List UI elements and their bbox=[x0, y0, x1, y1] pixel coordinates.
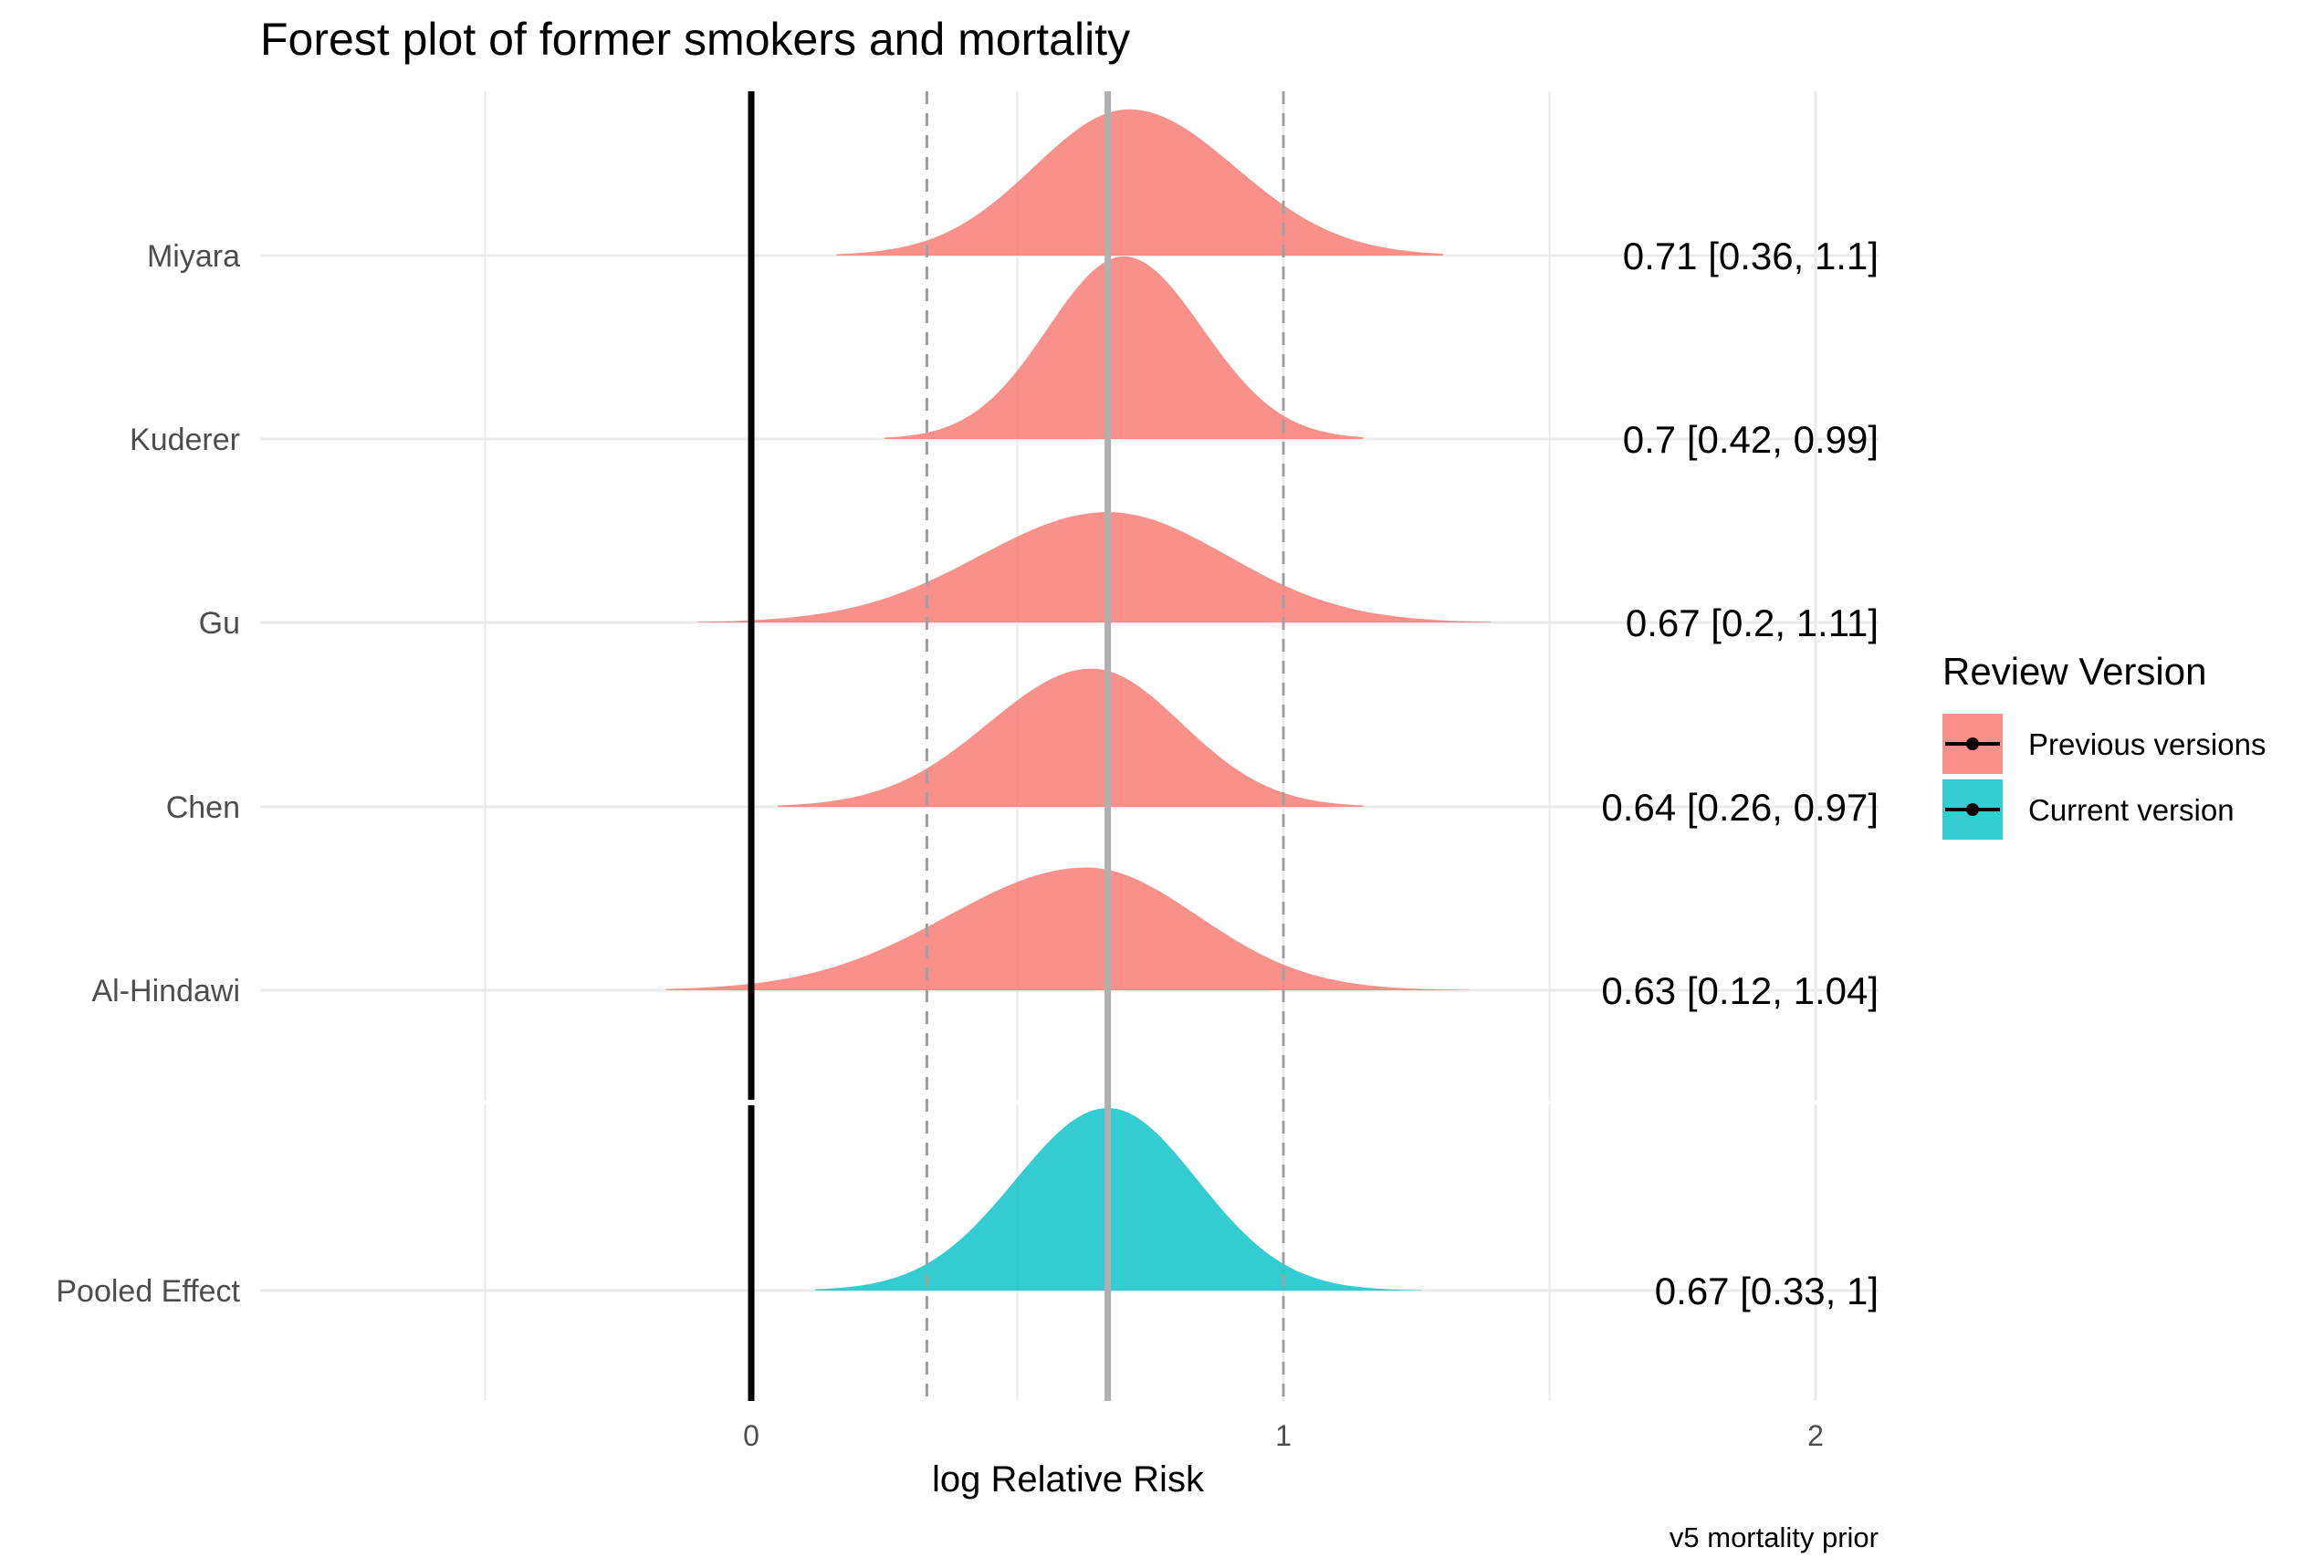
x-tick-label: 0 bbox=[743, 1419, 759, 1452]
legend-title: Review Version bbox=[1942, 650, 2206, 693]
chart-caption: v5 mortality prior bbox=[1670, 1521, 1879, 1553]
density-curves bbox=[665, 109, 1492, 1291]
study-label: Kuderer bbox=[130, 423, 240, 457]
estimate-labels: 0.71 [0.36, 1.1] 0.7 [0.42, 0.99] 0.67 [0.… bbox=[1601, 235, 1879, 1312]
legend-key-point bbox=[1966, 803, 1979, 816]
estimate-label: 0.67 [0.33, 1] bbox=[1655, 1270, 1879, 1312]
legend-label: Previous versions bbox=[2028, 727, 2266, 761]
estimate-label: 0.63 [0.12, 1.04] bbox=[1601, 969, 1879, 1012]
estimate-label: 0.67 [0.2, 1.11] bbox=[1626, 601, 1879, 644]
study-label: Pooled Effect bbox=[56, 1274, 240, 1309]
density-gu bbox=[697, 512, 1492, 622]
legend: Review Version Previous versions Current … bbox=[1942, 650, 2266, 840]
study-label: Gu bbox=[199, 606, 240, 641]
density-pooled-effect bbox=[815, 1108, 1422, 1291]
x-tick-label: 1 bbox=[1275, 1419, 1292, 1452]
x-tick-label: 2 bbox=[1807, 1419, 1824, 1452]
chart-title: Forest plot of former smokers and mortal… bbox=[260, 14, 1130, 65]
density-al-hindawi bbox=[665, 867, 1471, 990]
estimate-label: 0.64 [0.26, 0.97] bbox=[1601, 786, 1879, 829]
reference-lines bbox=[748, 91, 1285, 1401]
x-axis-ticks: 0 1 2 bbox=[743, 1419, 1824, 1452]
x-axis-title: log Relative Risk bbox=[932, 1459, 1205, 1500]
density-kuderer bbox=[884, 256, 1364, 439]
legend-label: Current version bbox=[2028, 793, 2235, 827]
study-label: Miyara bbox=[147, 239, 240, 274]
density-miyara bbox=[836, 109, 1443, 256]
legend-key-point bbox=[1966, 737, 1979, 750]
study-labels: Miyara Kuderer Gu Chen Al-Hindawi Pooled Effe… bbox=[56, 239, 240, 1309]
estimate-label: 0.71 [0.36, 1.1] bbox=[1623, 235, 1879, 277]
study-label: Chen bbox=[166, 790, 240, 825]
density-chen bbox=[778, 668, 1364, 807]
estimate-label: 0.7 [0.42, 0.99] bbox=[1623, 418, 1879, 461]
study-label: Al-Hindawi bbox=[92, 974, 241, 1009]
